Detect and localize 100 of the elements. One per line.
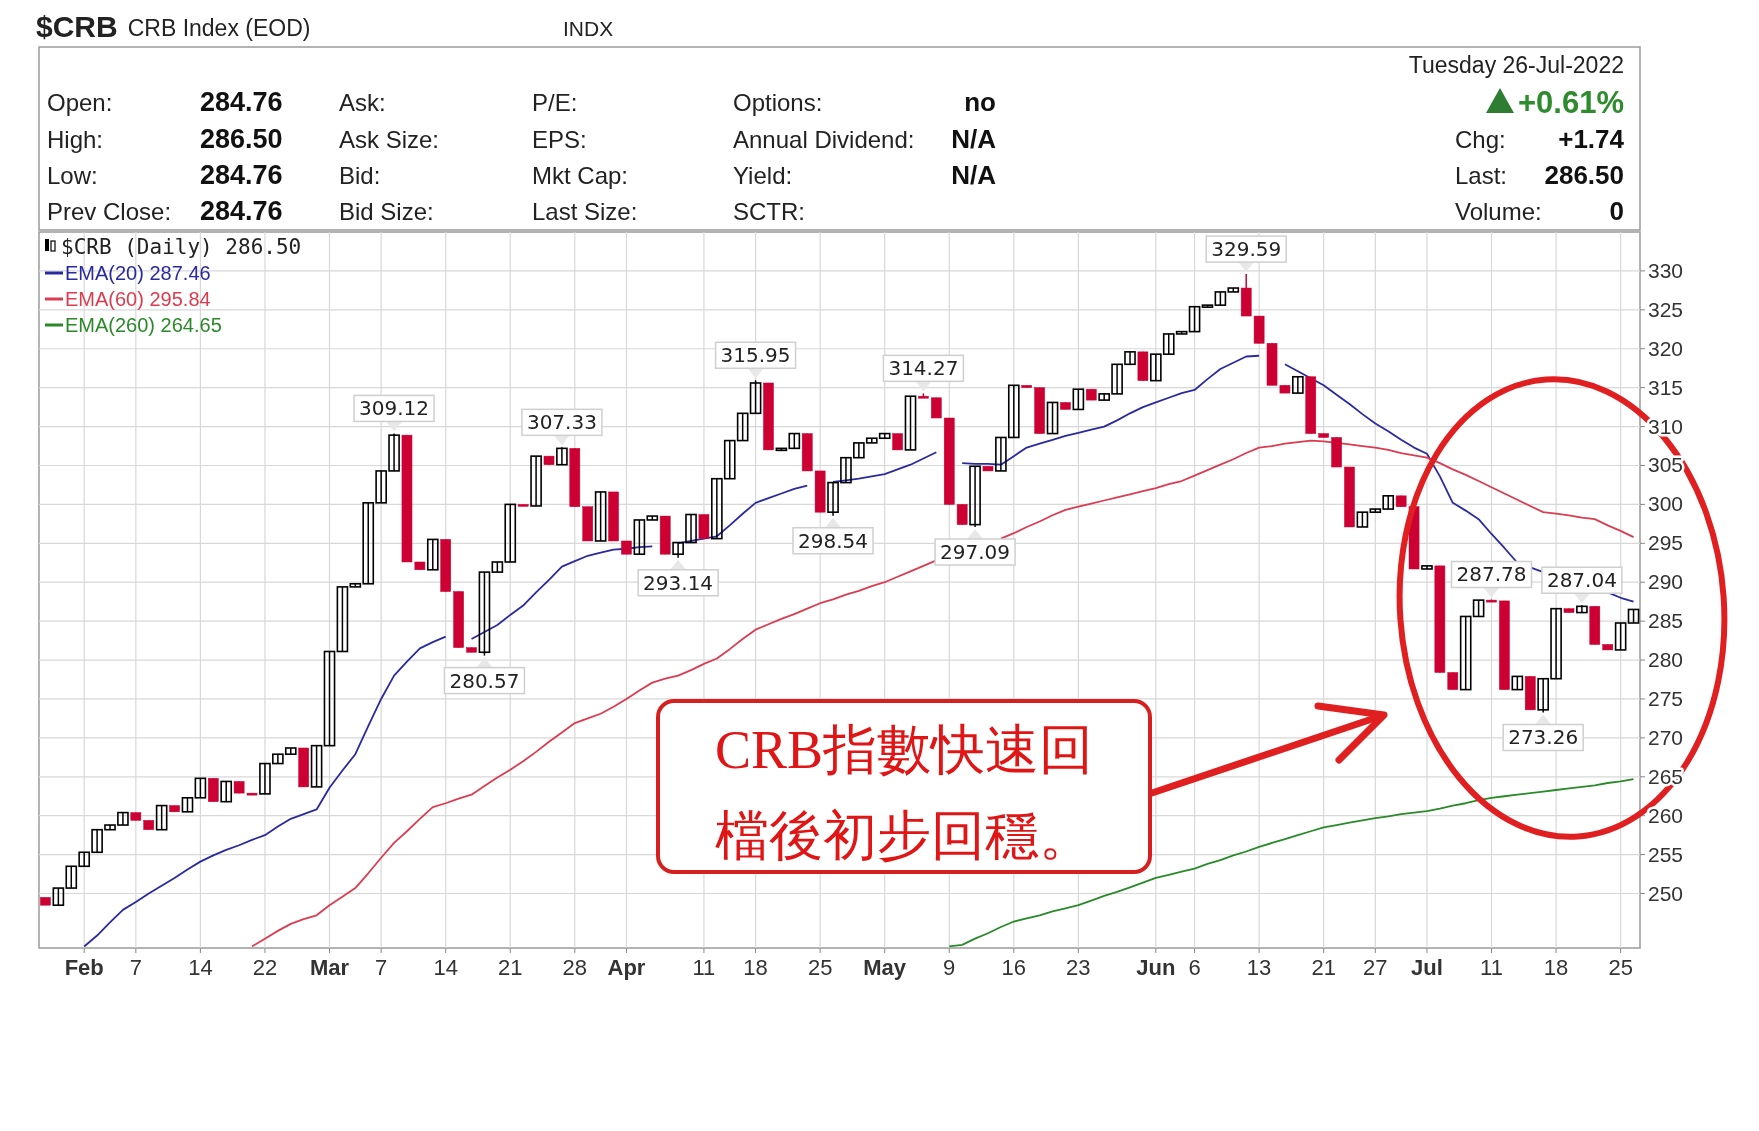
annotation: 273.26 <box>1508 725 1579 750</box>
price-label: 297.09 <box>934 529 1016 566</box>
x-tick-label: 18 <box>1543 955 1569 980</box>
text: 284.76 <box>200 87 283 117</box>
text: INDX <box>563 17 614 40</box>
annotation: 314.27 <box>888 356 959 381</box>
text: N/A <box>951 124 997 154</box>
y-tick-label: 255 <box>1648 842 1684 866</box>
annotation: 287.04 <box>1546 568 1617 593</box>
price-label: 314.27 <box>882 354 965 392</box>
text: 286.50 <box>1544 160 1624 190</box>
text: Chg: <box>1455 126 1506 153</box>
text: Mkt Cap: <box>532 162 629 189</box>
text: Last Size: <box>532 198 638 225</box>
x-tick-label: 9 <box>943 955 956 980</box>
y-tick-label: 315 <box>1648 375 1684 399</box>
x-tick-label: Jun <box>1136 955 1176 980</box>
y-tick-label: 320 <box>1648 336 1684 360</box>
price-label: 309.12 <box>353 394 435 432</box>
x-tick-label: 7 <box>375 955 388 980</box>
annotation: 檔後初步回穩。 <box>715 806 1093 866</box>
legend-label: EMA(260) 264.65 <box>65 314 222 336</box>
y-tick-label: 295 <box>1648 531 1684 555</box>
price-label: 307.33 <box>521 408 603 446</box>
text: Ask: <box>339 89 386 116</box>
text: SCTR: <box>733 198 805 225</box>
price-label: 287.78 <box>1450 560 1533 598</box>
text: +1.74 <box>1558 124 1625 154</box>
text: Volume: <box>1455 198 1542 225</box>
x-tick-label: May <box>863 955 907 980</box>
chart-title: $CRB <box>36 10 118 43</box>
x-tick-label: 23 <box>1066 955 1091 980</box>
y-tick-label: 290 <box>1648 570 1684 594</box>
x-tick-label: Apr <box>607 955 646 980</box>
y-tick-label: 270 <box>1648 725 1684 749</box>
x-tick-label: 16 <box>1001 955 1027 980</box>
x-tick-label: 7 <box>129 955 142 980</box>
x-tick-label: 25 <box>807 955 833 980</box>
text: 284.76 <box>200 160 283 190</box>
text: Yield: <box>733 162 793 189</box>
x-tick-label: Feb <box>64 955 104 980</box>
y-tick-label: 325 <box>1648 297 1684 321</box>
chart-subtitle: CRB Index (EOD) <box>127 15 311 41</box>
y-tick-label: 285 <box>1648 609 1684 633</box>
annotation: CRB指數快速回 <box>714 720 1094 780</box>
text: EPS: <box>532 126 587 153</box>
x-tick-label: 21 <box>1311 955 1336 980</box>
x-tick-label: 18 <box>743 955 768 980</box>
x-tick-label: 6 <box>1188 955 1201 980</box>
text: Annual Dividend: <box>733 126 915 153</box>
legend-label: EMA(20) 287.46 <box>65 262 211 284</box>
text: P/E: <box>532 89 578 116</box>
x-tick-label: 14 <box>433 955 458 980</box>
text: +0.61% <box>1517 85 1624 120</box>
price-label: 273.26 <box>1502 714 1584 752</box>
price-label: 280.57 <box>443 657 526 695</box>
note-box: CRB指數快速回 檔後初步回穩。 <box>656 699 1152 874</box>
x-tick-label: 27 <box>1363 955 1388 980</box>
text: Last: <box>1455 162 1508 189</box>
x-tick-label: 28 <box>562 955 588 980</box>
y-tick-label: 260 <box>1648 803 1684 827</box>
price-label: 298.54 <box>792 517 874 555</box>
y-tick-label: 250 <box>1648 881 1684 905</box>
x-tick-label: 22 <box>252 955 278 980</box>
x-tick-label: 21 <box>498 955 523 980</box>
x-tick-label: Mar <box>309 955 350 980</box>
x-tick-label: 14 <box>188 955 213 980</box>
text: Tuesday 26-Jul-2022 <box>1408 52 1624 78</box>
price-label: 315.95 <box>714 341 797 379</box>
x-tick-label: Jul <box>1411 955 1443 980</box>
text: 286.50 <box>200 124 283 154</box>
annotation: 287.78 <box>1456 562 1527 587</box>
y-tick-label: 305 <box>1648 453 1684 477</box>
y-tick-label: 300 <box>1648 492 1684 516</box>
annotation: 315.95 <box>720 343 791 368</box>
text: 284.76 <box>200 196 283 226</box>
text: Ask Size: <box>339 126 440 153</box>
y-tick-label: 280 <box>1648 648 1684 672</box>
annotation: 309.12 <box>359 396 430 421</box>
legend-label: EMA(60) 295.84 <box>65 288 211 310</box>
text: Open: <box>47 89 113 116</box>
text: no <box>964 87 996 117</box>
text: Bid: <box>339 162 381 189</box>
y-tick-label: 275 <box>1648 686 1684 710</box>
text: 0 <box>1609 196 1624 226</box>
x-tick-label: 13 <box>1246 955 1272 980</box>
text: N/A <box>951 160 997 190</box>
x-tick-label: 11 <box>692 955 716 980</box>
annotation: 298.54 <box>798 528 869 553</box>
price-label: 293.14 <box>637 559 719 597</box>
x-tick-label: 25 <box>1608 955 1633 980</box>
annotation: 280.57 <box>449 668 520 693</box>
legend-title: $CRB (Daily) 286.50 <box>61 235 302 259</box>
price-label: 287.04 <box>1541 566 1623 604</box>
price-label: 329.59 <box>1205 235 1287 273</box>
annotation: 329.59 <box>1211 237 1282 262</box>
text: High: <box>47 126 104 153</box>
text: Prev Close: <box>47 198 172 225</box>
text: Low: <box>47 162 98 189</box>
annotation: 297.09 <box>940 540 1011 565</box>
